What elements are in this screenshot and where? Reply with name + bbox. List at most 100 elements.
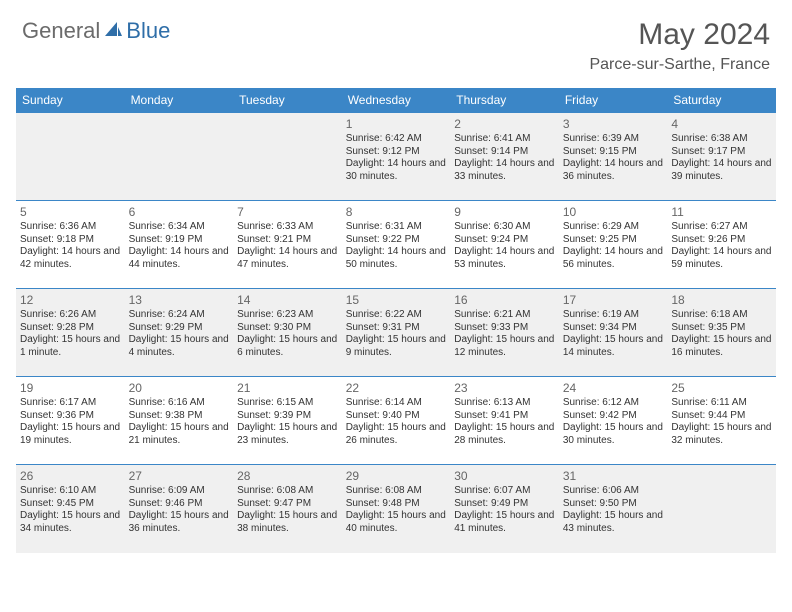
logo-text-general: General xyxy=(22,18,100,44)
day-number: 10 xyxy=(563,205,664,219)
day-cell-22: 22 Sunrise: 6:14 AMSunset: 9:40 PMDayligh… xyxy=(342,377,451,465)
day-detail: Sunrise: 6:27 AMSunset: 9:26 PMDaylight:… xyxy=(671,221,772,271)
day-detail: Sunrise: 6:18 AMSunset: 9:35 PMDaylight:… xyxy=(671,309,772,359)
day-detail: Sunrise: 6:41 AMSunset: 9:14 PMDaylight:… xyxy=(454,133,555,183)
day-number: 5 xyxy=(20,205,121,219)
day-cell-11: 11 Sunrise: 6:27 AMSunset: 9:26 PMDayligh… xyxy=(667,201,776,289)
day-detail: Sunrise: 6:36 AMSunset: 9:18 PMDaylight:… xyxy=(20,221,121,271)
day-number: 12 xyxy=(20,293,121,307)
logo-sail-icon xyxy=(103,19,123,44)
day-number: 11 xyxy=(671,205,772,219)
week-row: 12 Sunrise: 6:26 AMSunset: 9:28 PMDayligh… xyxy=(16,289,776,377)
day-cell-3: 3 Sunrise: 6:39 AMSunset: 9:15 PMDaylight… xyxy=(559,113,668,201)
day-cell-8: 8 Sunrise: 6:31 AMSunset: 9:22 PMDaylight… xyxy=(342,201,451,289)
day-detail: Sunrise: 6:23 AMSunset: 9:30 PMDaylight:… xyxy=(237,309,338,359)
day-detail: Sunrise: 6:15 AMSunset: 9:39 PMDaylight:… xyxy=(237,397,338,447)
day-number: 6 xyxy=(129,205,230,219)
day-cell-28: 28 Sunrise: 6:08 AMSunset: 9:47 PMDayligh… xyxy=(233,465,342,553)
day-number: 30 xyxy=(454,469,555,483)
day-number: 22 xyxy=(346,381,447,395)
day-detail: Sunrise: 6:26 AMSunset: 9:28 PMDaylight:… xyxy=(20,309,121,359)
day-detail: Sunrise: 6:31 AMSunset: 9:22 PMDaylight:… xyxy=(346,221,447,271)
day-cell-26: 26Sunrise: 6:10 AMSunset: 9:45 PMDayligh… xyxy=(16,465,125,553)
day-number: 15 xyxy=(346,293,447,307)
day-detail: Sunrise: 6:14 AMSunset: 9:40 PMDaylight:… xyxy=(346,397,447,447)
day-number: 14 xyxy=(237,293,338,307)
empty-cell xyxy=(125,113,234,201)
day-cell-7: 7Sunrise: 6:33 AMSunset: 9:21 PMDaylight… xyxy=(233,201,342,289)
day-detail: Sunrise: 6:24 AMSunset: 9:29 PMDaylight:… xyxy=(129,309,230,359)
day-number: 3 xyxy=(563,117,664,131)
day-detail: Sunrise: 6:22 AMSunset: 9:31 PMDaylight:… xyxy=(346,309,447,359)
day-number: 8 xyxy=(346,205,447,219)
day-cell-10: 10 Sunrise: 6:29 AMSunset: 9:25 PMDayligh… xyxy=(559,201,668,289)
day-cell-16: 16Sunrise: 6:21 AMSunset: 9:33 PMDayligh… xyxy=(450,289,559,377)
day-header-tuesday: Tuesday xyxy=(233,88,342,113)
day-cell-9: 9 Sunrise: 6:30 AMSunset: 9:24 PMDaylight… xyxy=(450,201,559,289)
day-number: 13 xyxy=(129,293,230,307)
title-block: May 2024 Parce-sur-Sarthe, France xyxy=(589,18,770,74)
day-number: 25 xyxy=(671,381,772,395)
day-detail: Sunrise: 6:29 AMSunset: 9:25 PMDaylight:… xyxy=(563,221,664,271)
day-header-monday: Monday xyxy=(125,88,234,113)
day-number: 29 xyxy=(346,469,447,483)
day-number: 19 xyxy=(20,381,121,395)
day-cell-21: 21 Sunrise: 6:15 AMSunset: 9:39 PMDayligh… xyxy=(233,377,342,465)
day-number: 31 xyxy=(563,469,664,483)
day-number: 1 xyxy=(346,117,447,131)
logo: General Blue xyxy=(22,18,170,44)
day-cell-29: 29 Sunrise: 6:08 AMSunset: 9:48 PMDayligh… xyxy=(342,465,451,553)
empty-cell xyxy=(233,113,342,201)
day-number: 26 xyxy=(20,469,121,483)
day-number: 9 xyxy=(454,205,555,219)
week-row: 26Sunrise: 6:10 AMSunset: 9:45 PMDayligh… xyxy=(16,465,776,553)
day-cell-27: 27 Sunrise: 6:09 AMSunset: 9:46 PMDayligh… xyxy=(125,465,234,553)
location-text: Parce-sur-Sarthe, France xyxy=(589,56,770,74)
day-header-friday: Friday xyxy=(559,88,668,113)
day-detail: Sunrise: 6:39 AMSunset: 9:15 PMDaylight:… xyxy=(563,133,664,183)
day-cell-23: 23 Sunrise: 6:13 AMSunset: 9:41 PMDayligh… xyxy=(450,377,559,465)
day-detail: Sunrise: 6:16 AMSunset: 9:38 PMDaylight:… xyxy=(129,397,230,447)
empty-cell xyxy=(16,113,125,201)
day-number: 17 xyxy=(563,293,664,307)
day-cell-12: 12 Sunrise: 6:26 AMSunset: 9:28 PMDayligh… xyxy=(16,289,125,377)
day-header-thursday: Thursday xyxy=(450,88,559,113)
day-number: 27 xyxy=(129,469,230,483)
day-header-saturday: Saturday xyxy=(667,88,776,113)
day-number: 4 xyxy=(671,117,772,131)
day-number: 24 xyxy=(563,381,664,395)
day-detail: Sunrise: 6:30 AMSunset: 9:24 PMDaylight:… xyxy=(454,221,555,271)
day-detail: Sunrise: 6:08 AMSunset: 9:47 PMDaylight:… xyxy=(237,485,338,535)
day-detail: Sunrise: 6:17 AMSunset: 9:36 PMDaylight:… xyxy=(20,397,121,447)
week-row: 1 Sunrise: 6:42 AMSunset: 9:12 PMDaylight… xyxy=(16,113,776,201)
day-cell-19: 19 Sunrise: 6:17 AMSunset: 9:36 PMDayligh… xyxy=(16,377,125,465)
day-header-wednesday: Wednesday xyxy=(342,88,451,113)
day-cell-31: 31Sunrise: 6:06 AMSunset: 9:50 PMDayligh… xyxy=(559,465,668,553)
day-detail: Sunrise: 6:13 AMSunset: 9:41 PMDaylight:… xyxy=(454,397,555,447)
day-detail: Sunrise: 6:33 AMSunset: 9:21 PMDaylight:… xyxy=(237,221,338,271)
day-cell-2: 2 Sunrise: 6:41 AMSunset: 9:14 PMDaylight… xyxy=(450,113,559,201)
day-detail: Sunrise: 6:08 AMSunset: 9:48 PMDaylight:… xyxy=(346,485,447,535)
day-cell-24: 24 Sunrise: 6:12 AMSunset: 9:42 PMDayligh… xyxy=(559,377,668,465)
day-detail: Sunrise: 6:12 AMSunset: 9:42 PMDaylight:… xyxy=(563,397,664,447)
calendar-body: 1 Sunrise: 6:42 AMSunset: 9:12 PMDaylight… xyxy=(16,113,776,553)
day-detail: Sunrise: 6:07 AMSunset: 9:49 PMDaylight:… xyxy=(454,485,555,535)
day-number: 28 xyxy=(237,469,338,483)
day-detail: Sunrise: 6:34 AMSunset: 9:19 PMDaylight:… xyxy=(129,221,230,271)
day-number: 23 xyxy=(454,381,555,395)
day-detail: Sunrise: 6:09 AMSunset: 9:46 PMDaylight:… xyxy=(129,485,230,535)
day-cell-6: 6 Sunrise: 6:34 AMSunset: 9:19 PMDaylight… xyxy=(125,201,234,289)
day-number: 2 xyxy=(454,117,555,131)
day-detail: Sunrise: 6:19 AMSunset: 9:34 PMDaylight:… xyxy=(563,309,664,359)
week-row: 5 Sunrise: 6:36 AMSunset: 9:18 PMDaylight… xyxy=(16,201,776,289)
day-number: 21 xyxy=(237,381,338,395)
day-cell-4: 4Sunrise: 6:38 AMSunset: 9:17 PMDaylight… xyxy=(667,113,776,201)
day-cell-20: 20Sunrise: 6:16 AMSunset: 9:38 PMDayligh… xyxy=(125,377,234,465)
day-cell-17: 17 Sunrise: 6:19 AMSunset: 9:34 PMDayligh… xyxy=(559,289,668,377)
day-cell-18: 18 Sunrise: 6:18 AMSunset: 9:35 PMDayligh… xyxy=(667,289,776,377)
day-cell-14: 14 Sunrise: 6:23 AMSunset: 9:30 PMDayligh… xyxy=(233,289,342,377)
day-detail: Sunrise: 6:21 AMSunset: 9:33 PMDaylight:… xyxy=(454,309,555,359)
day-detail: Sunrise: 6:42 AMSunset: 9:12 PMDaylight:… xyxy=(346,133,447,183)
month-title: May 2024 xyxy=(589,18,770,52)
day-number: 18 xyxy=(671,293,772,307)
